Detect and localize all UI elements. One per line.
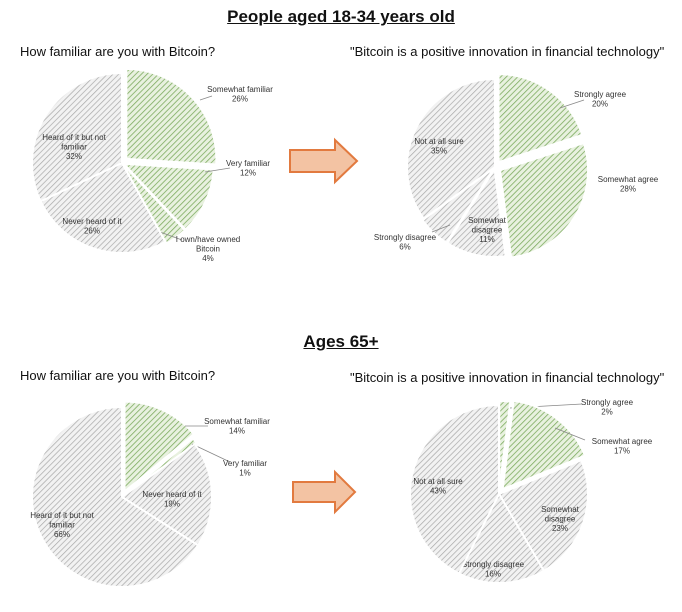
slice-label: Very familiar 12% (226, 159, 270, 178)
pie-slice-heard-of-it-but-not-familiar (31, 71, 123, 203)
pie-slice-somewhat-agree (501, 399, 587, 491)
pie-familiar-young: Somewhat familiar 26% Very familiar 12% I ow… (31, 67, 273, 263)
slice-label: Heard of it but not familiar 32% (42, 133, 106, 161)
pie-slice-strongly-disagree (421, 167, 495, 245)
question-innovation-young: "Bitcoin is a positive innovation in fin… (350, 44, 665, 59)
pie-slice-not-at-all-sure (409, 403, 500, 575)
slice-label: Not at all sure 43% (413, 477, 463, 496)
question-innovation-old: "Bitcoin is a positive innovation in fin… (350, 370, 665, 385)
pie-familiar-old: Somewhat familiar 14% Very familiar 1% Never… (30, 400, 270, 588)
pie-slice-strongly-agree (498, 400, 512, 491)
question-familiar-young: How familiar are you with Bitcoin? (20, 44, 216, 59)
pie-slice-somewhat-familiar (123, 400, 196, 494)
slice-label: Never heard of it 26% (62, 217, 122, 236)
section-heading-old: Ages 65+ (303, 332, 379, 351)
slice-label: Never heard of it 19% (142, 490, 202, 509)
slice-label: Somewhat familiar 26% (207, 85, 273, 104)
slice-label: Very familiar 1% (223, 459, 267, 478)
slice-label: Heard of it but not familiar 66% (30, 511, 94, 539)
leader-line (199, 95, 213, 101)
slice-label: Strongly agree 20% (574, 90, 627, 109)
pie-slice-not-at-all-sure (406, 77, 496, 221)
section-heading-young: People aged 18-34 years old (227, 7, 455, 26)
pie-slice-somewhat-disagree (446, 166, 507, 258)
arrow-right-icon (292, 469, 357, 515)
pie-slice-never-heard-of-it (120, 442, 213, 547)
slice-label: Somewhat disagree 23% (541, 505, 580, 533)
slice-label: Not at all sure 35% (414, 137, 464, 156)
question-familiar-old: How familiar are you with Bitcoin? (20, 368, 216, 383)
arrow-right-icon (289, 137, 359, 185)
slice-label: Strongly agree 2% (581, 398, 634, 417)
slice-label: Somewhat disagree 11% (468, 216, 507, 244)
pie-slice-heard-of-it-but-not-familiar (31, 405, 200, 588)
slice-label: I own/have owned Bitcoin 4% (176, 235, 241, 263)
leader-line (191, 443, 231, 463)
slice-label: Somewhat agree 28% (598, 175, 659, 194)
pie-innovation-old: Strongly agree 2% Somewhat agree 17% Somewha… (409, 398, 653, 584)
slice-label: Somewhat agree 17% (592, 437, 653, 456)
pie-slice-strongly-agree (497, 73, 584, 164)
slice-label: Strongly disagree 16% (462, 560, 525, 579)
pie-slice-somewhat-agree (498, 141, 590, 259)
slice-label: Somewhat familiar 14% (204, 417, 270, 436)
pie-slice-somewhat-familiar (125, 67, 218, 166)
leader-line (159, 231, 183, 241)
slice-label: Strongly disagree 6% (374, 233, 437, 252)
pie-slice-never-heard-of-it (39, 161, 167, 254)
pie-slice-somewhat-disagree (497, 458, 589, 573)
leader-line (431, 224, 451, 233)
leader-line (204, 167, 231, 173)
pie-innovation-young: Strongly agree 20% Somewhat agree 28% Somewh… (374, 73, 659, 259)
leader-line (554, 427, 586, 441)
leader-line (559, 99, 585, 109)
pie-slice-strongly-disagree (457, 491, 546, 584)
